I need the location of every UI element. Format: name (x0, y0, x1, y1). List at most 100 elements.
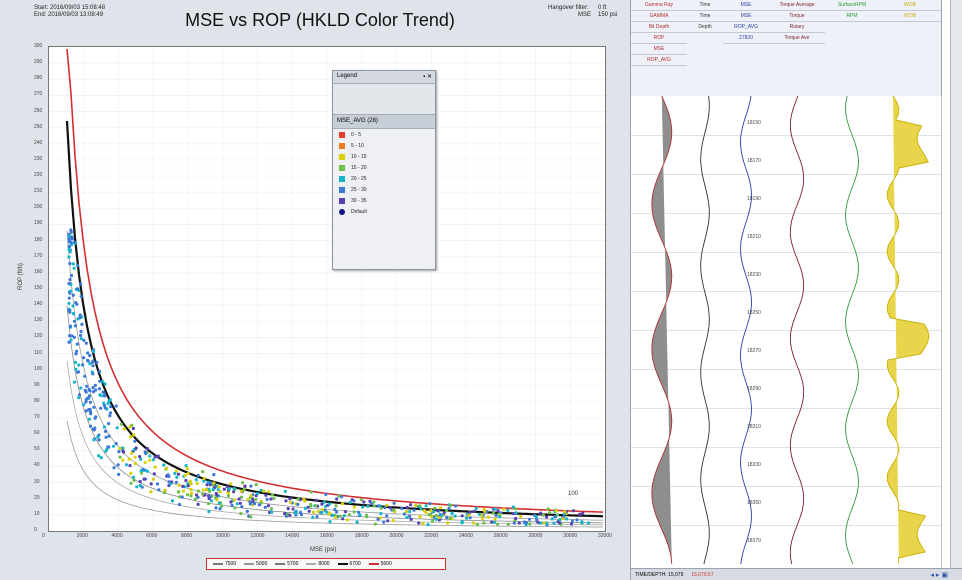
scatter-point (315, 515, 319, 519)
crossplot-area[interactable]: 100 (48, 46, 606, 532)
scatter-point (472, 509, 476, 513)
scatter-point (186, 471, 190, 476)
depth-label: 18270 (747, 348, 761, 354)
scatter-point (554, 509, 558, 513)
legend-swatch (339, 186, 345, 193)
scatter-point (314, 504, 318, 508)
scatter-point (77, 363, 81, 367)
scatter-point (67, 237, 71, 241)
track-header[interactable]: Time Time Depth (687, 0, 724, 96)
scatter-point (67, 340, 71, 344)
log-track[interactable] (687, 96, 724, 570)
log-track[interactable] (825, 96, 880, 570)
scatter-point (69, 289, 73, 293)
mse-label: MSE (578, 12, 592, 18)
legend-window[interactable]: Legend ▪ ✕ MSE_AVG (28) 0 - 5 5 - 10 10 - … (332, 70, 436, 270)
legend-title: Legend (333, 71, 435, 84)
scatter-point (369, 502, 374, 506)
scatter-point (368, 499, 372, 503)
scatter-point (440, 513, 444, 517)
scatter-point (383, 506, 387, 510)
scatter-point (328, 502, 332, 506)
scatter-point (176, 472, 181, 476)
trend-legend-line (213, 563, 223, 565)
scatter-point (269, 497, 273, 501)
legend-swatch (339, 208, 345, 215)
scatter-point (391, 519, 395, 523)
scatter-point (94, 415, 98, 419)
scatter-point (139, 457, 143, 461)
scatter-point (506, 508, 510, 512)
scatter-point (581, 511, 585, 515)
track-header[interactable]: SurfaceRPM RPM (825, 0, 880, 96)
x-tick-label: 26000 (493, 533, 508, 539)
trend-legend-line (306, 563, 317, 565)
scatter-point (163, 488, 167, 492)
scatter-point (193, 497, 197, 501)
scatter-point (239, 495, 243, 499)
scatter-point (245, 509, 249, 513)
log-track[interactable] (769, 96, 826, 570)
scatter-point (331, 513, 335, 518)
x-tick-label: 10000 (215, 533, 230, 539)
status-right: 15,079.57 (691, 571, 714, 578)
x-tick-label: 28000 (528, 533, 543, 539)
scatter-point (71, 304, 75, 308)
y-tick-label: 290 (34, 59, 43, 66)
track-header[interactable]: Torque Average Torque Rotary Torque Ave (769, 0, 826, 96)
scatter-point (79, 294, 83, 298)
legend-item-label: 30 - 35 (351, 197, 367, 204)
track-header[interactable]: Gamma Ray GAMMA Bit Depth ROP MSE ROP_AVG (631, 0, 688, 96)
log-track[interactable] (723, 96, 770, 570)
scatter-point (177, 502, 182, 507)
track-header[interactable]: MSE MSE ROP_AVG 27820 (723, 0, 770, 96)
track-header-title: Gamma Ray (631, 0, 687, 11)
scatter-point (201, 470, 205, 474)
legend-window-buttons[interactable]: ▪ ✕ (423, 74, 432, 80)
scatter-point (335, 510, 339, 514)
scatter-point (153, 455, 157, 459)
scatter-point (70, 334, 74, 338)
status-icons[interactable]: ◂ ▸ ▣ (930, 571, 948, 579)
trend-legend-label: 6700 (349, 561, 361, 567)
scatter-point (121, 449, 125, 453)
scatter-point (517, 521, 521, 525)
scatter-point (424, 504, 428, 508)
scatter-point (553, 515, 557, 519)
track-header-row: ROP (631, 33, 687, 44)
track-header[interactable]: WOB WOB (879, 0, 942, 96)
scatter-point (139, 471, 144, 475)
scatter-point (238, 501, 242, 505)
scatter-point (460, 521, 464, 525)
scatter-point (196, 495, 200, 499)
scatter-point (528, 522, 532, 526)
scatter-point (162, 463, 166, 467)
log-track[interactable] (631, 96, 688, 570)
scatter-point (132, 433, 136, 437)
scatter-point (80, 322, 84, 326)
hangover-label: Hangover filter: (548, 5, 589, 11)
legend-item-label: 10 - 15 (351, 153, 367, 160)
scatter-point (206, 502, 211, 506)
scatter-point (239, 489, 243, 493)
scatter-point (546, 507, 550, 511)
scatter-point (288, 497, 292, 501)
scatter-point (342, 514, 346, 518)
log-curve (886, 96, 930, 565)
scatter-point (118, 455, 122, 459)
scatter-point (288, 513, 292, 517)
scatter-point (72, 319, 77, 323)
vertical-scrollbar[interactable] (950, 0, 962, 568)
scatter-point (545, 521, 549, 525)
scatter-point (558, 518, 562, 522)
end-time: End: 2016/09/03 13:08:49 (34, 12, 104, 18)
depth-label: 18310 (747, 424, 761, 430)
scatter-point (327, 512, 331, 516)
scatter-point (263, 505, 267, 509)
track-header-row: RPM (825, 11, 879, 22)
log-track[interactable] (879, 96, 942, 570)
scatter-point (130, 451, 134, 455)
scatter-point (92, 405, 96, 409)
scatter-point (173, 471, 177, 476)
x-tick-label: 6000 (146, 533, 158, 539)
